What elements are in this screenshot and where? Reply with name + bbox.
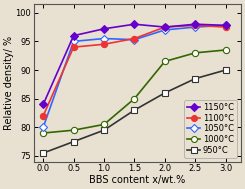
- 1100°C: [163, 26, 166, 28]
- 950°C: [163, 92, 166, 94]
- 1100°C: [72, 46, 75, 48]
- 950°C: [72, 140, 75, 143]
- 950°C: [103, 129, 106, 131]
- 950°C: [133, 109, 136, 111]
- 1050°C: [103, 37, 106, 40]
- 1150°C: [224, 24, 227, 26]
- Line: 1150°C: 1150°C: [40, 21, 229, 108]
- 1150°C: [163, 26, 166, 28]
- 1100°C: [42, 115, 45, 117]
- 1050°C: [42, 126, 45, 129]
- 1050°C: [224, 24, 227, 26]
- 1100°C: [133, 37, 136, 40]
- 1150°C: [103, 28, 106, 30]
- Line: 1050°C: 1050°C: [40, 22, 229, 130]
- 950°C: [42, 152, 45, 154]
- 1000°C: [224, 49, 227, 51]
- 1100°C: [194, 24, 197, 26]
- 1000°C: [103, 123, 106, 125]
- 950°C: [224, 69, 227, 71]
- Line: 1000°C: 1000°C: [40, 47, 229, 136]
- 950°C: [194, 77, 197, 80]
- Line: 950°C: 950°C: [40, 67, 228, 156]
- 1050°C: [133, 39, 136, 41]
- Y-axis label: Relative density/ %: Relative density/ %: [4, 36, 14, 130]
- 1100°C: [103, 43, 106, 45]
- 1000°C: [133, 98, 136, 100]
- 1000°C: [163, 60, 166, 63]
- X-axis label: BBS content x/wt.%: BBS content x/wt.%: [89, 175, 185, 185]
- 1150°C: [72, 35, 75, 37]
- 1150°C: [42, 103, 45, 105]
- 1050°C: [163, 29, 166, 31]
- 1000°C: [42, 132, 45, 134]
- 1050°C: [194, 26, 197, 28]
- 1100°C: [224, 26, 227, 28]
- Legend: 1150°C, 1100°C, 1050°C, 1000°C, 950°C: 1150°C, 1100°C, 1050°C, 1000°C, 950°C: [184, 100, 237, 157]
- 1150°C: [194, 23, 197, 25]
- Line: 1100°C: 1100°C: [40, 22, 229, 119]
- 1150°C: [133, 23, 136, 25]
- 1050°C: [72, 40, 75, 43]
- 1000°C: [72, 129, 75, 131]
- 1000°C: [194, 52, 197, 54]
